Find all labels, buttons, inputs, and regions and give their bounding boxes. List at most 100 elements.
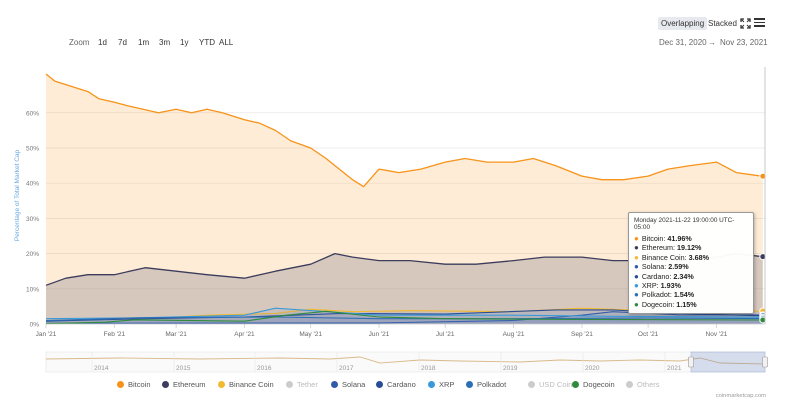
- legend-item-binance-coin[interactable]: Binance Coin: [218, 380, 274, 389]
- x-tick-label: Jul '21: [436, 331, 455, 338]
- navigator-year-label: 2016: [257, 365, 272, 372]
- legend-label: Others: [637, 380, 660, 389]
- tooltip-series-name: Solana:: [641, 262, 667, 272]
- legend-label: XRP: [439, 380, 455, 389]
- legend-item-dogecoin[interactable]: Dogecoin: [572, 380, 615, 389]
- navigator-year-label: 2021: [667, 365, 682, 372]
- legend-marker: [466, 381, 473, 388]
- legend-marker: [626, 381, 633, 388]
- zoom-button-3m[interactable]: 3m: [159, 38, 171, 47]
- legend-marker: [162, 381, 169, 388]
- series-area-dogecoin: [46, 311, 763, 324]
- series-area-solana: [46, 311, 763, 324]
- tooltip-series-dot: ●: [634, 252, 639, 262]
- tooltip-series-value: 1.93%: [660, 281, 682, 291]
- y-tick-label: 30%: [26, 216, 39, 223]
- x-tick-label: Sep '21: [571, 331, 593, 338]
- legend-marker: [528, 381, 535, 388]
- navigator-year-label: 2018: [421, 365, 436, 372]
- tooltip-row: ● Ethereum: 19.12%: [634, 243, 748, 252]
- tooltip-series-value: 1.15%: [676, 299, 697, 309]
- date-range-from[interactable]: Dec 31, 2020: [659, 38, 707, 47]
- hamburger-menu-icon[interactable]: [754, 18, 765, 27]
- tooltip-series-dot: ●: [634, 290, 639, 300]
- tooltip-series-name: Ethereum:: [641, 243, 676, 253]
- navigator[interactable]: [45, 351, 766, 373]
- tooltip-row: ● Bitcoin: 41.96%: [634, 234, 748, 243]
- tooltip-series-name: XRP:: [641, 281, 659, 291]
- legend-item-xrp[interactable]: XRP: [428, 380, 454, 389]
- zoom-button-1d[interactable]: 1d: [98, 38, 107, 47]
- tooltip-series-dot: ●: [634, 271, 639, 281]
- legend-item-ethereum[interactable]: Ethereum: [162, 380, 206, 389]
- legend-label: Dogecoin: [583, 380, 615, 389]
- date-range-to[interactable]: Nov 23, 2021: [720, 38, 768, 47]
- stacked-button[interactable]: Stacked: [708, 19, 737, 28]
- x-tick-label: Oct '21: [638, 331, 659, 338]
- tooltip-series-name: Binance Coin:: [641, 252, 687, 262]
- date-range-arrow: →: [708, 38, 716, 47]
- legend-item-polkadot[interactable]: Polkadot: [466, 380, 506, 389]
- x-tick-label: Apr '21: [234, 331, 255, 338]
- legend-item-bitcoin[interactable]: Bitcoin: [117, 380, 151, 389]
- navigator-series: [45, 356, 766, 365]
- zoom-label: Zoom: [69, 38, 90, 47]
- navigator-left-handle[interactable]: [688, 356, 694, 368]
- legend-label: Tether: [297, 380, 318, 389]
- x-tick-label: Feb '21: [104, 331, 126, 338]
- zoom-button-1y[interactable]: 1y: [180, 38, 189, 47]
- legend-label: USD Coin: [539, 380, 573, 389]
- legend-item-usd-coin[interactable]: USD Coin: [528, 380, 572, 389]
- credit-text: coinmarketcap.com: [715, 393, 766, 399]
- legend-marker: [117, 381, 124, 388]
- legend-item-tether[interactable]: Tether: [286, 380, 318, 389]
- zoom-button-1m[interactable]: 1m: [138, 38, 150, 47]
- legend-marker: [218, 381, 225, 388]
- tooltip-series-dot: ●: [634, 281, 639, 291]
- legend-marker: [331, 381, 338, 388]
- x-tick-label: Aug '21: [503, 331, 525, 338]
- series-area-binance-coin: [46, 308, 763, 324]
- y-tick-label: 60%: [26, 110, 39, 117]
- tooltip-series-dot: ●: [634, 234, 639, 243]
- tooltip-series-value: 2.59%: [668, 262, 689, 272]
- overlapping-button[interactable]: Overlapping: [658, 17, 708, 30]
- navigator-right-handle[interactable]: [762, 356, 768, 368]
- legend-label: Solana: [342, 380, 366, 389]
- zoom-button-7d[interactable]: 7d: [118, 38, 127, 47]
- zoom-button-all[interactable]: ALL: [219, 38, 234, 47]
- y-axis-title: Percentage of Total Market Cap: [14, 149, 21, 241]
- tooltip-series-value: 1.54%: [673, 290, 695, 300]
- legend-item-others[interactable]: Others: [626, 380, 660, 389]
- series-area-ethereum: [46, 253, 763, 324]
- tooltip-series-value: 41.96%: [667, 234, 692, 243]
- tooltip-title: Monday 2021-11-22 19:00:00 UTC-05:00: [634, 217, 735, 231]
- navigator-year-label: 2020: [585, 365, 600, 372]
- tooltip-series-name: Cardano:: [641, 271, 672, 281]
- y-tick-label: 10%: [26, 286, 39, 293]
- legend-label: Bitcoin: [128, 380, 151, 389]
- hover-point-bitcoin[interactable]: [759, 172, 767, 180]
- series-line-bitcoin[interactable]: [45, 73, 763, 188]
- hover-point-dogecoin[interactable]: [759, 316, 767, 324]
- tooltip-series-name: Bitcoin:: [641, 234, 666, 243]
- series-area-bitcoin: [46, 74, 763, 324]
- legend-label: Ethereum: [173, 380, 206, 389]
- x-tick-label: May '21: [299, 331, 322, 338]
- series-line-polkadot[interactable]: [45, 316, 763, 322]
- tooltip-row: ● Binance Coin: 3.68%: [634, 253, 748, 262]
- zoom-button-ytd[interactable]: YTD: [199, 38, 215, 47]
- legend-item-cardano[interactable]: Cardano: [376, 380, 416, 389]
- legend-item-solana[interactable]: Solana: [331, 380, 365, 389]
- navigator-selection[interactable]: [690, 351, 766, 373]
- y-tick-label: 50%: [26, 145, 39, 152]
- x-tick-label: Jun '21: [369, 331, 390, 338]
- x-tick-label: Jan '21: [36, 331, 57, 338]
- tooltip-row: ● Solana: 2.59%: [634, 262, 748, 271]
- series-line-solana[interactable]: [45, 311, 763, 324]
- hover-point-ethereum[interactable]: [759, 253, 767, 261]
- series-line-dogecoin[interactable]: [45, 310, 763, 325]
- fullscreen-expand-icon[interactable]: [740, 18, 751, 32]
- y-tick-label: 40%: [26, 181, 39, 188]
- tooltip: Monday 2021-11-22 19:00:00 UTC-05:00 ● Bi…: [628, 212, 754, 315]
